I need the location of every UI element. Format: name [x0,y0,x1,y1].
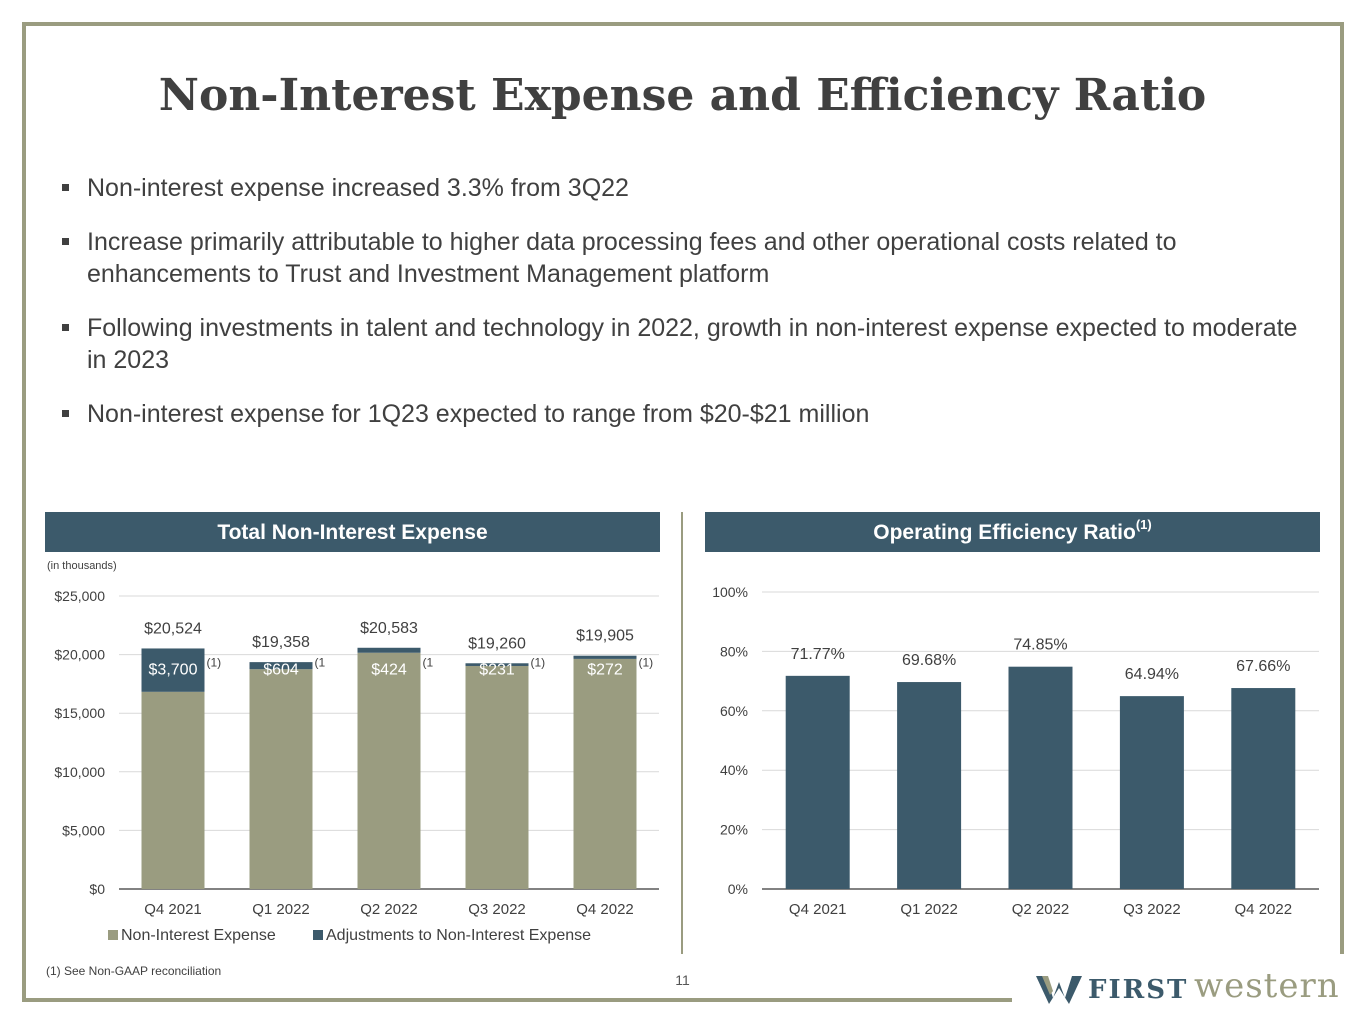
bar-non-interest-expense [573,658,637,889]
y-tick-label: $25,000 [54,588,105,604]
bullet-text: Non-interest expense for 1Q23 expected t… [87,400,870,428]
total-label: $19,905 [576,628,634,645]
y-tick-label: $10,000 [54,764,105,780]
bar-efficiency-ratio [1231,688,1296,889]
x-tick-label: Q1 2022 [900,901,958,918]
adjustment-label: $604 [263,662,299,679]
value-label: 71.77% [791,646,845,663]
bullet-item: Non-interest expense for 1Q23 expected t… [62,398,1302,430]
value-label: 69.68% [902,652,956,669]
x-tick-label: Q4 2021 [789,901,847,918]
legend-label: Non-Interest Expense [121,927,276,944]
frame-right-border [1340,22,1344,954]
value-label: 67.66% [1236,658,1290,675]
bullet-item: Following investments in talent and tech… [62,312,1302,376]
x-tick-label: Q4 2021 [144,901,202,918]
frame-top-border [22,22,1344,26]
logo-w-icon [1036,976,1082,1004]
units-label: (in thousands) [47,560,117,572]
footnote-mark: (1) [531,656,546,670]
adjustment-label: $424 [371,662,407,679]
bullet-square-icon [62,238,69,245]
footnote-mark: (1 [423,656,434,670]
legend-swatch-non-interest-expense [108,930,118,940]
logo-western-text: western [1194,966,1340,1006]
y-tick-label: 20% [720,822,748,838]
expense-panel-header: Total Non-Interest Expense [45,512,660,552]
efficiency-ratio-chart: 0% 20% 40% 60% 80% 100% 71.77% Q4 2021 69.68% Q1 … [712,584,1319,918]
bullet-item: Non-interest expense increased 3.3% from… [62,172,1302,204]
footnote: (1) See Non-GAAP reconciliation [46,964,222,978]
adjustment-label: $3,700 [149,662,198,679]
x-tick-label: Q3 2022 [468,901,526,918]
bullet-text: Non-interest expense increased 3.3% from… [87,174,629,202]
y-tick-label: 100% [712,584,748,600]
efficiency-panel-title: Operating Efficiency Ratio [873,521,1136,544]
efficiency-panel-header: Operating Efficiency Ratio(1) [705,512,1320,552]
efficiency-title-footnote: (1) [1135,517,1152,532]
bar-adjustment [141,648,205,692]
bar-adjustment [465,663,529,666]
bar-adjustment [249,662,313,670]
adjustment-label: $231 [479,662,515,679]
panel-divider [681,512,683,954]
bullet-text: Increase primarily attributable to highe… [87,228,1177,288]
x-tick-label: Q3 2022 [1123,901,1181,918]
total-label: $20,524 [144,620,202,637]
adjustment-label: $272 [587,662,623,679]
bar-efficiency-ratio [1119,696,1184,889]
bullet-list: Non-interest expense increased 3.3% from… [62,172,1302,452]
bullet-text: Following investments in talent and tech… [87,314,1298,374]
y-tick-label: 80% [720,643,748,659]
total-label: $19,358 [252,634,310,651]
footnote-mark: (1) [639,656,654,670]
footnote-mark: (1) [207,656,222,670]
bar-non-interest-expense [465,665,529,889]
bullet-square-icon [62,324,69,331]
bullet-square-icon [62,184,69,191]
y-tick-label: $15,000 [54,705,105,721]
value-label: 64.94% [1125,666,1179,683]
bar-adjustment [357,647,421,653]
x-tick-label: Q2 2022 [1012,901,1070,918]
total-label: $19,260 [468,635,526,652]
bar-non-interest-expense [141,691,205,889]
bullet-item: Increase primarily attributable to highe… [62,226,1302,290]
expense-panel-title: Total Non-Interest Expense [217,521,488,544]
page-number: 11 [675,972,690,988]
bullet-square-icon [62,410,69,417]
bar-non-interest-expense [249,669,313,889]
bar-non-interest-expense [357,652,421,889]
y-tick-label: 60% [720,703,748,719]
bar-efficiency-ratio [897,682,962,889]
value-label: 74.85% [1013,637,1067,654]
company-logo: FIRST western [1036,966,1346,1008]
frame-bottom-border [22,998,1012,1002]
x-tick-label: Q1 2022 [252,901,310,918]
page-title: Non-Interest Expense and Efficiency Rati… [158,70,1207,121]
bar-adjustment [573,655,637,659]
footnote-mark: (1 [315,656,326,670]
expense-chart: $0 $5,000 $10,000 $15,000 $20,000 $25,000 $20,… [54,588,659,944]
x-tick-label: Q4 2022 [1235,901,1293,918]
y-tick-label: $5,000 [62,822,105,838]
x-tick-label: Q4 2022 [576,901,634,918]
legend-swatch-adjustments [313,930,323,940]
y-tick-label: 0% [728,881,748,897]
bar-efficiency-ratio [1008,666,1073,889]
y-tick-label: $0 [89,881,105,897]
total-label: $20,583 [360,620,418,637]
y-tick-label: $20,000 [54,647,105,663]
x-tick-label: Q2 2022 [360,901,418,918]
y-tick-label: 40% [720,762,748,778]
frame-left-border [22,22,26,1002]
legend-label: Adjustments to Non-Interest Expense [326,927,591,944]
logo-first-text: FIRST [1088,975,1189,1005]
bar-efficiency-ratio [785,675,850,889]
